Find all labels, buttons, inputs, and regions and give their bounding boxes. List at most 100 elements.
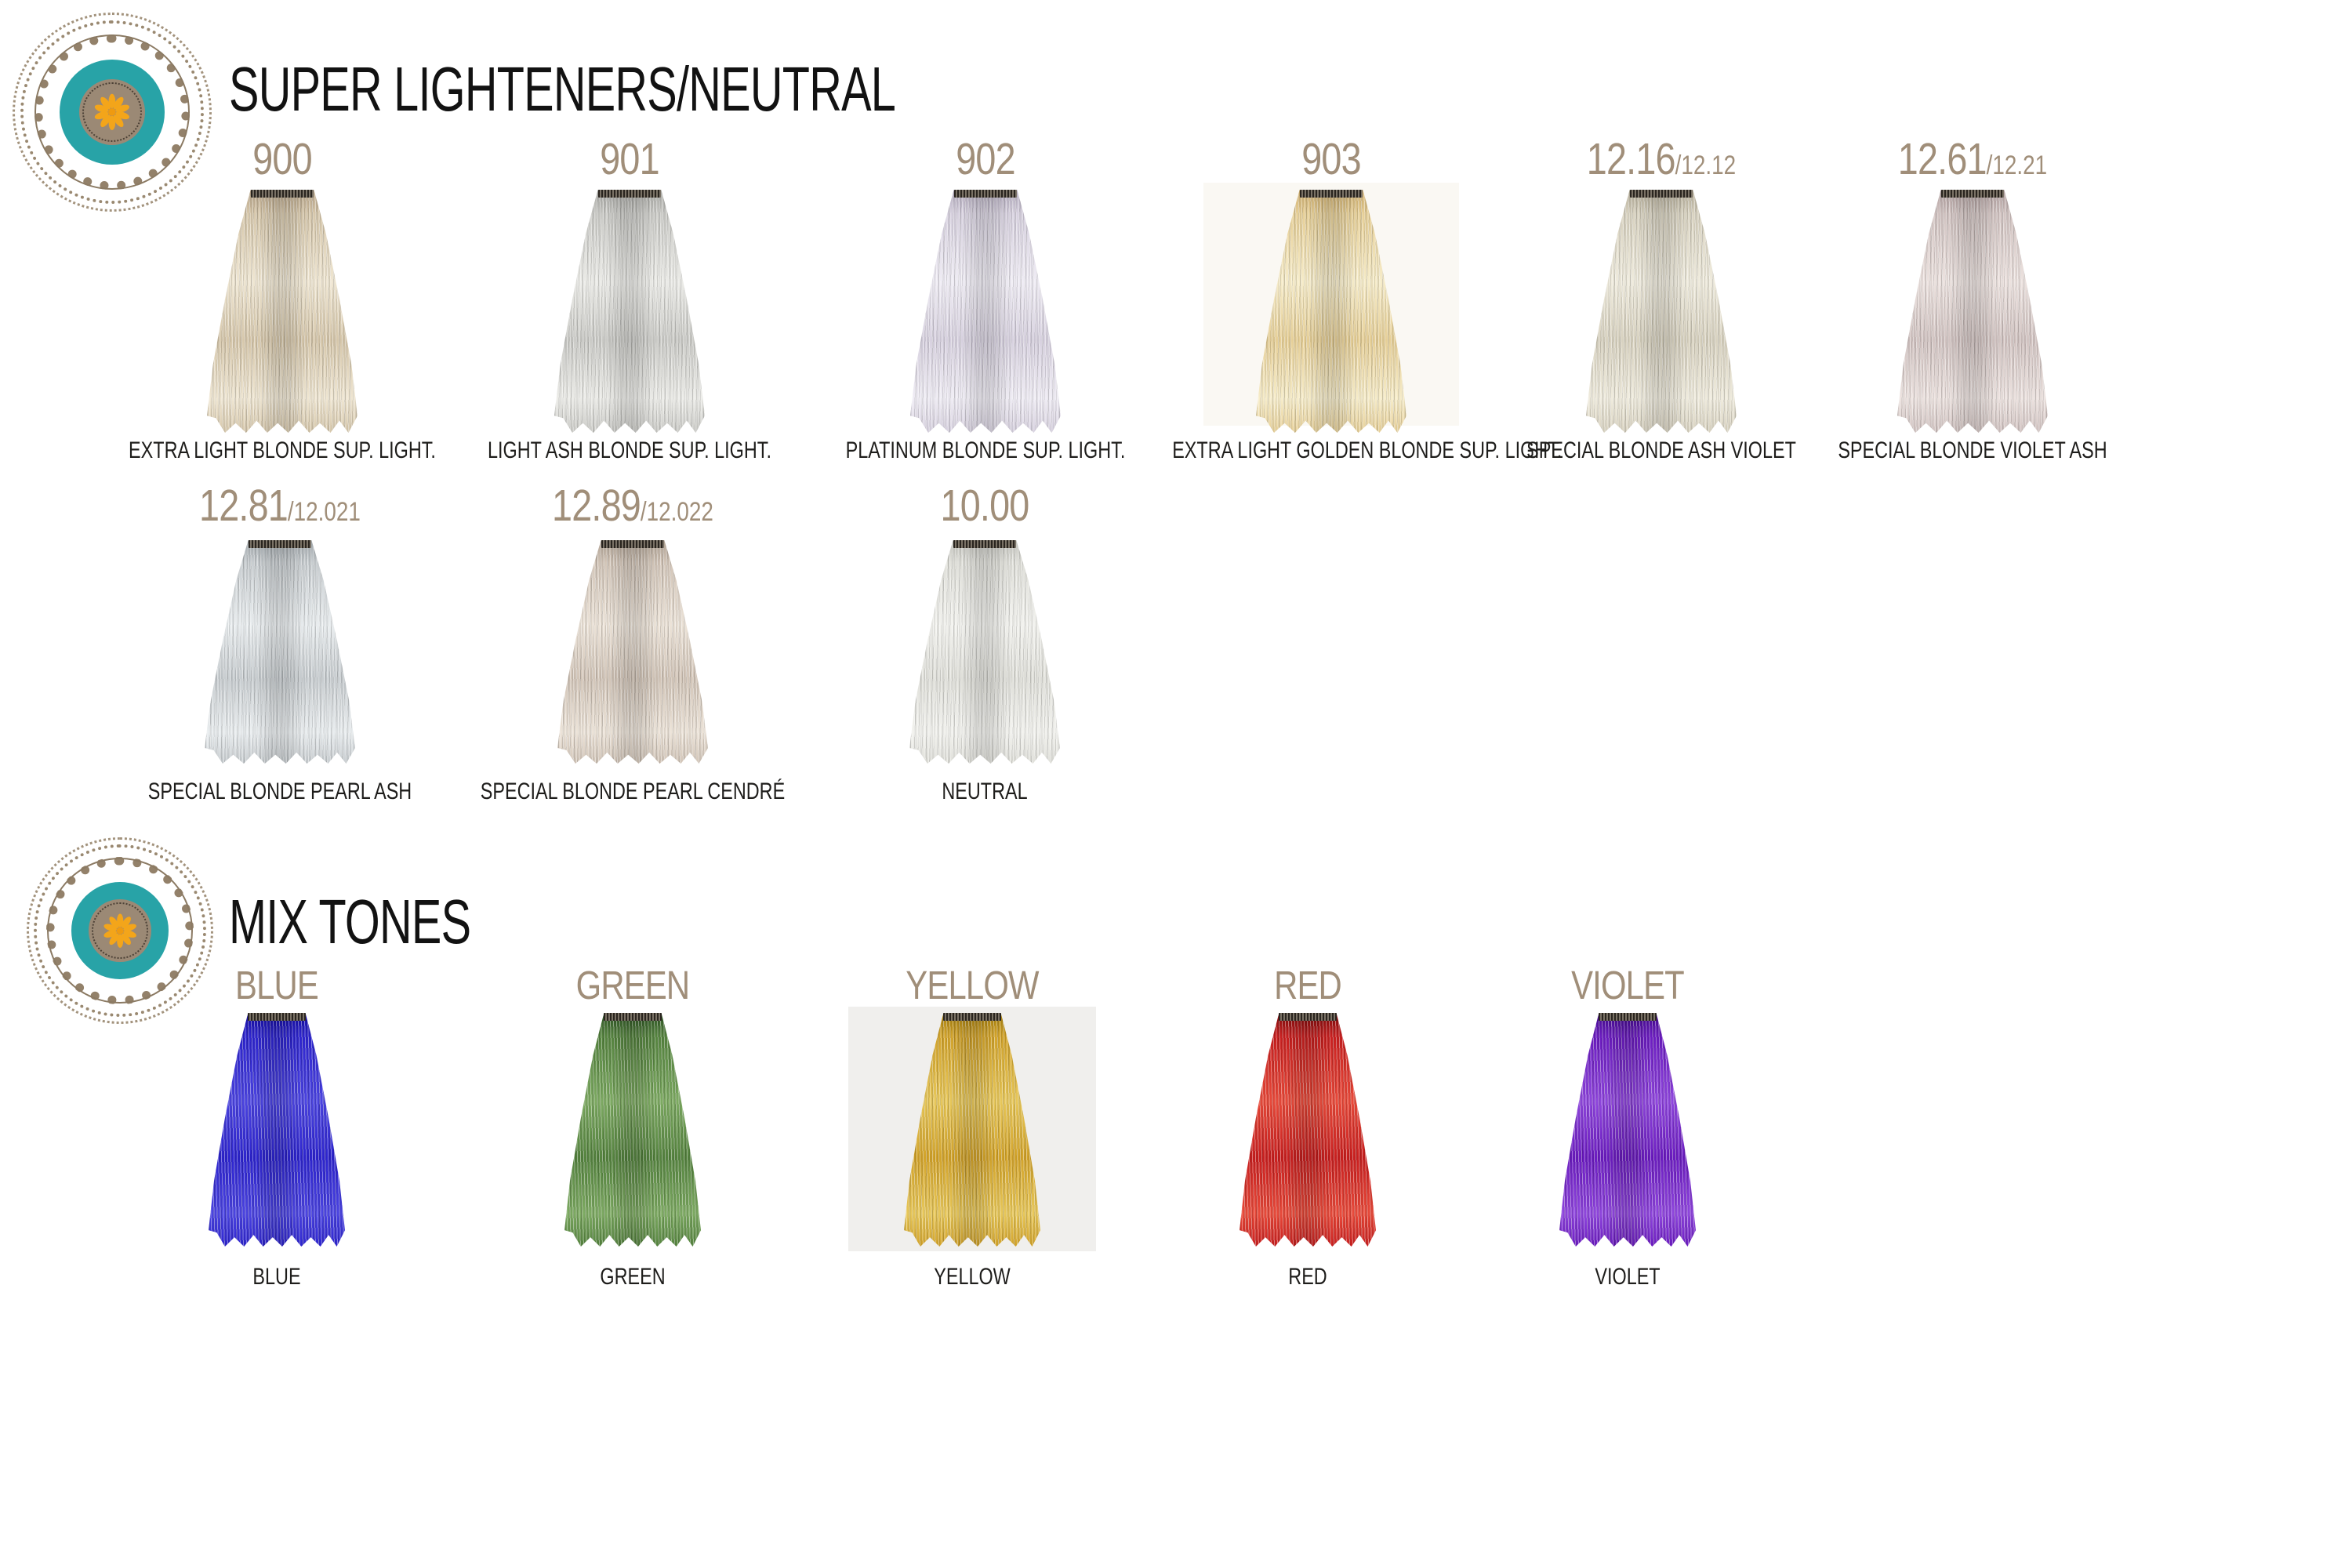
- shade-number-label: 900: [115, 137, 449, 182]
- shade-caption: NEUTRAL: [942, 779, 1028, 804]
- swatch-clip: [601, 540, 665, 548]
- hair-swatch: [557, 540, 708, 764]
- logo-flower-icon: [103, 913, 136, 948]
- shade-caption: RED: [1288, 1264, 1327, 1290]
- shade-number-label: 12.89/12.022: [466, 484, 800, 528]
- swatch-clip: [248, 540, 312, 548]
- hair-swatch: [909, 540, 1060, 764]
- shade-number-label: 12.81/12.021: [113, 484, 447, 528]
- shade-number: 900: [252, 134, 312, 184]
- logo-outer-dot-ring: [26, 837, 214, 1025]
- shade-number: VIOLET: [1571, 963, 1685, 1007]
- section-title-super-lighteners: SUPER LIGHTENERS/NEUTRAL: [229, 54, 896, 124]
- swatch-clip: [1279, 1013, 1337, 1021]
- swatch-clip: [597, 190, 662, 198]
- shade-caption: EXTRA LIGHT GOLDEN BLONDE SUP. LIGHT.: [1172, 437, 1563, 463]
- brand-logo: [26, 837, 214, 1025]
- shade-number: 12.61: [1897, 134, 1987, 184]
- hair-tress: [1586, 190, 1737, 433]
- shade-number: 12.81: [199, 481, 289, 531]
- shade-caption: SPECIAL BLONDE ASH VIOLET: [1526, 437, 1796, 463]
- hair-swatch: [910, 190, 1061, 433]
- hair-tress: [209, 1013, 345, 1247]
- shade-number-label: 901: [463, 137, 797, 182]
- shade-number: RED: [1274, 963, 1342, 1007]
- shade-caption: EXTRA LIGHT BLONDE SUP. LIGHT.: [129, 437, 436, 463]
- shade-number: 10.00: [940, 481, 1030, 531]
- hair-swatch: [904, 1013, 1040, 1247]
- shade-alt-number: /12.022: [640, 497, 713, 527]
- hair-swatch: [1559, 1013, 1696, 1247]
- hair-swatch: [205, 540, 355, 764]
- shade-number: 12.16: [1586, 134, 1676, 184]
- shade-caption: GREEN: [600, 1264, 666, 1290]
- shade-caption: VIOLET: [1595, 1264, 1661, 1290]
- shade-caption: SPECIAL BLONDE PEARL CENDRÉ: [480, 779, 786, 804]
- hair-swatch: [564, 1013, 701, 1247]
- shade-number-label: GREEN: [466, 965, 800, 1005]
- shade-number: 12.89: [552, 481, 641, 531]
- hair-tress: [207, 190, 358, 433]
- shade-number-label: 902: [818, 137, 1152, 182]
- shade-number: GREEN: [575, 963, 690, 1007]
- shade-caption: PLATINUM BLONDE SUP. LIGHT.: [845, 437, 1126, 463]
- shade-number-label: 10.00: [818, 484, 1152, 528]
- shade-caption: SPECIAL BLONDE VIOLET ASH: [1838, 437, 2107, 463]
- shade-number: 901: [600, 134, 659, 184]
- hair-tress: [1256, 190, 1406, 433]
- shade-number-label: RED: [1141, 965, 1475, 1005]
- shade-number-label: BLUE: [110, 965, 444, 1005]
- shade-number: 902: [956, 134, 1015, 184]
- shade-caption: BLUE: [252, 1264, 301, 1290]
- shade-number-label: VIOLET: [1461, 965, 1795, 1005]
- logo-outer-dot-ring: [12, 12, 212, 212]
- logo-dot-ring: [20, 20, 204, 204]
- logo-dot-ring: [34, 844, 206, 1017]
- hair-swatch: [1256, 190, 1406, 433]
- hair-tress: [1240, 1013, 1376, 1247]
- logo-circle-line: [34, 34, 191, 191]
- shade-alt-number: /12.021: [287, 497, 361, 527]
- shade-caption: YELLOW: [934, 1264, 1011, 1290]
- logo-circle-line: [46, 857, 194, 1004]
- hair-swatch: [209, 1013, 345, 1247]
- swatch-clip: [953, 540, 1017, 548]
- hair-tress: [557, 540, 708, 764]
- hair-swatch: [1897, 190, 2048, 433]
- logo-minidot-ring: [92, 902, 148, 959]
- hair-tress: [554, 190, 705, 433]
- shade-number: BLUE: [235, 963, 319, 1007]
- swatch-clip: [248, 1013, 306, 1021]
- hair-tress: [910, 190, 1061, 433]
- shade-alt-number: /12.12: [1675, 151, 1737, 180]
- hair-tress: [909, 540, 1060, 764]
- hair-tress: [564, 1013, 701, 1247]
- shade-number-label: 903: [1164, 137, 1498, 182]
- hair-swatch: [1240, 1013, 1376, 1247]
- shade-caption: SPECIAL BLONDE PEARL ASH: [147, 779, 412, 804]
- shade-number-label: 12.61/12.21: [1806, 137, 2140, 182]
- hair-swatch: [1586, 190, 1737, 433]
- hair-tress: [904, 1013, 1040, 1247]
- hair-tress: [205, 540, 355, 764]
- swatch-clip: [943, 1013, 1001, 1021]
- shade-number-label: 12.16/12.12: [1494, 137, 1828, 182]
- shade-number: YELLOW: [906, 963, 1039, 1007]
- swatch-clip: [604, 1013, 662, 1021]
- swatch-clip: [1629, 190, 1693, 198]
- shade-number-label: YELLOW: [805, 965, 1139, 1005]
- logo-minidot-ring: [82, 82, 142, 142]
- hair-tress: [1897, 190, 2048, 433]
- section-title-mix-tones: MIX TONES: [229, 887, 471, 956]
- shade-number: 903: [1301, 134, 1361, 184]
- hair-swatch: [554, 190, 705, 433]
- shade-alt-number: /12.21: [1986, 151, 2048, 180]
- brand-logo: [12, 12, 212, 212]
- shade-caption: LIGHT ASH BLONDE SUP. LIGHT.: [488, 437, 771, 463]
- swatch-clip: [1299, 190, 1363, 198]
- hair-tress: [1559, 1013, 1696, 1247]
- swatch-clip: [250, 190, 314, 198]
- swatch-clip: [1599, 1013, 1657, 1021]
- swatch-clip: [1940, 190, 2005, 198]
